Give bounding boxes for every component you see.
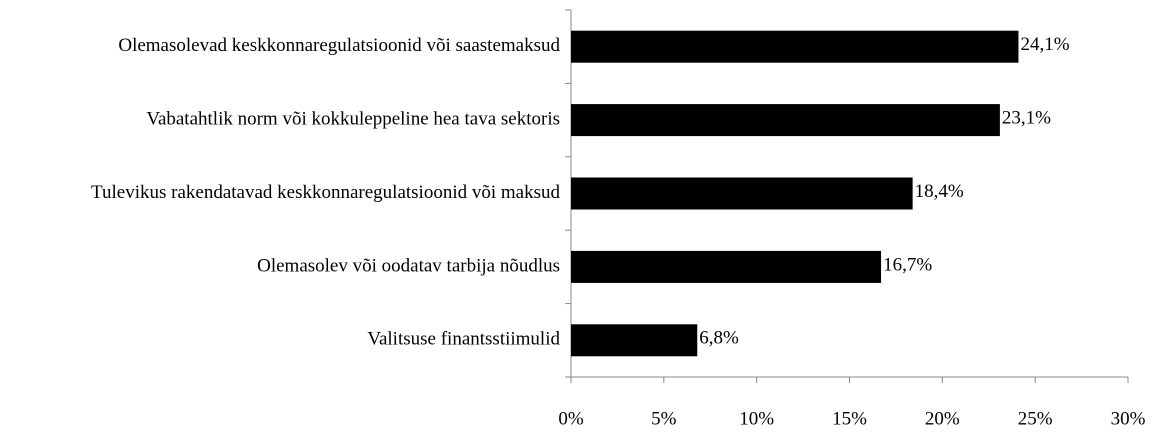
value-label: 23,1% [1002, 107, 1051, 128]
bar [571, 250, 882, 283]
x-tick-label: 10% [739, 408, 774, 429]
bar [571, 104, 1000, 137]
value-label: 6,8% [699, 328, 739, 349]
y-tick-label: Olemasolev või oodatav tarbija nõudlus [257, 255, 560, 276]
y-tick-label: Tulevikus rakendatavad keskkonnaregulats… [91, 182, 560, 203]
value-label: 18,4% [915, 181, 964, 202]
y-tick-label: Vabatahtlik norm või kokkuleppeline hea … [146, 108, 560, 129]
x-tick-label: 30% [1111, 408, 1146, 429]
x-tick-label: 15% [832, 408, 867, 429]
y-tick-label: Valitsuse finantsstiimulid [367, 329, 560, 350]
bar [571, 324, 698, 357]
x-tick-label: 0% [558, 408, 584, 429]
bar [571, 177, 913, 210]
value-label: 24,1% [1020, 34, 1069, 55]
x-tick-label: 5% [651, 408, 677, 429]
bar [571, 30, 1019, 63]
y-tick-label: Olemasolevad keskkonnaregulatsioonid või… [118, 35, 560, 56]
x-tick-label: 25% [1018, 408, 1053, 429]
value-label: 16,7% [883, 254, 932, 275]
x-tick-label: 20% [925, 408, 960, 429]
